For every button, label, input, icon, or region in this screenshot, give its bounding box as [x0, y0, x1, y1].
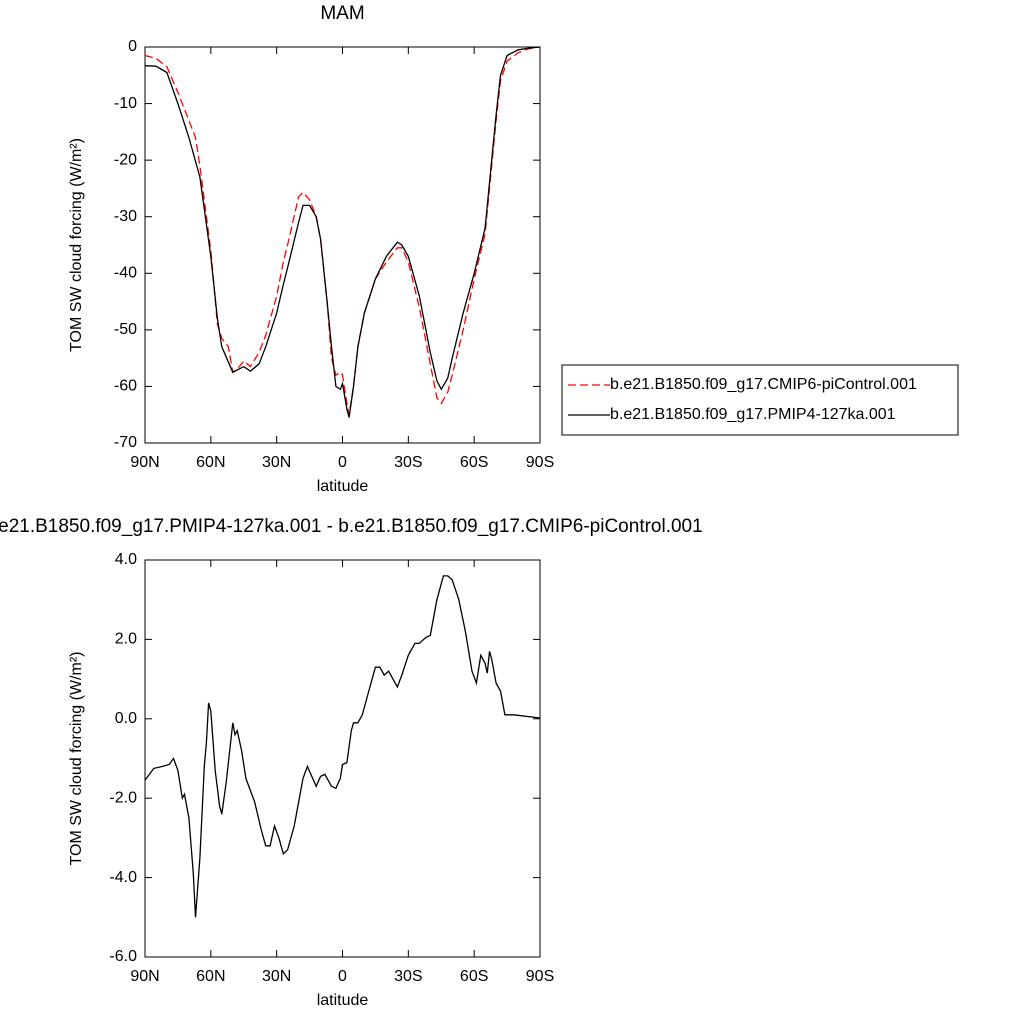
- x-tick-label: 30N: [262, 454, 291, 471]
- x-tick-label: 90S: [526, 968, 554, 985]
- x-tick-label: 60S: [460, 454, 488, 471]
- y-tick-label: 0.0: [115, 710, 137, 727]
- series-line: [144, 46, 541, 418]
- y-tick-label: -10: [114, 95, 137, 112]
- y-tick-label: -70: [114, 434, 137, 451]
- chart-title: MAM: [320, 3, 364, 24]
- x-tick-label: 90N: [130, 454, 159, 471]
- y-tick-label: -60: [114, 378, 137, 395]
- x-tick-label: 60N: [196, 968, 225, 985]
- series-line: [144, 46, 541, 415]
- legend-label: b.e21.B1850.f09_g17.CMIP6-piControl.001: [610, 376, 917, 393]
- x-tick-label: 60N: [196, 454, 225, 471]
- y-tick-label: -30: [114, 208, 137, 225]
- series-line: [144, 575, 541, 918]
- y-tick-label: -20: [114, 151, 137, 168]
- y-tick-label: -4.0: [109, 869, 137, 886]
- x-axis-label: latitude: [317, 992, 369, 1009]
- y-axis-label: TOM SW cloud forcing (W/m²): [68, 138, 85, 352]
- x-tick-label: 30S: [394, 968, 422, 985]
- y-tick-label: -50: [114, 321, 137, 338]
- y-axis-label: TOM SW cloud forcing (W/m²): [68, 652, 85, 866]
- x-tick-label: 90N: [130, 968, 159, 985]
- x-tick-label: 0: [338, 454, 347, 471]
- x-tick-label: 30N: [262, 968, 291, 985]
- y-tick-label: -2.0: [109, 789, 137, 806]
- y-tick-label: 4.0: [115, 551, 137, 568]
- chart-title: b.e21.B1850.f09_g17.PMIP4-127ka.001 - b.…: [0, 516, 703, 537]
- y-tick-label: -6.0: [109, 948, 137, 965]
- x-tick-label: 30S: [394, 454, 422, 471]
- legend: b.e21.B1850.f09_g17.CMIP6-piControl.001b…: [561, 364, 959, 436]
- x-tick-label: 90S: [526, 454, 554, 471]
- x-tick-label: 0: [338, 968, 347, 985]
- y-tick-label: 2.0: [115, 631, 137, 648]
- legend-box: [561, 364, 959, 436]
- legend-label: b.e21.B1850.f09_g17.PMIP4-127ka.001: [610, 406, 896, 423]
- x-tick-label: 60S: [460, 968, 488, 985]
- x-axis-label: latitude: [317, 478, 369, 495]
- y-tick-label: -40: [114, 265, 137, 282]
- y-tick-label: 0: [128, 38, 137, 55]
- plot-frame: [144, 559, 541, 958]
